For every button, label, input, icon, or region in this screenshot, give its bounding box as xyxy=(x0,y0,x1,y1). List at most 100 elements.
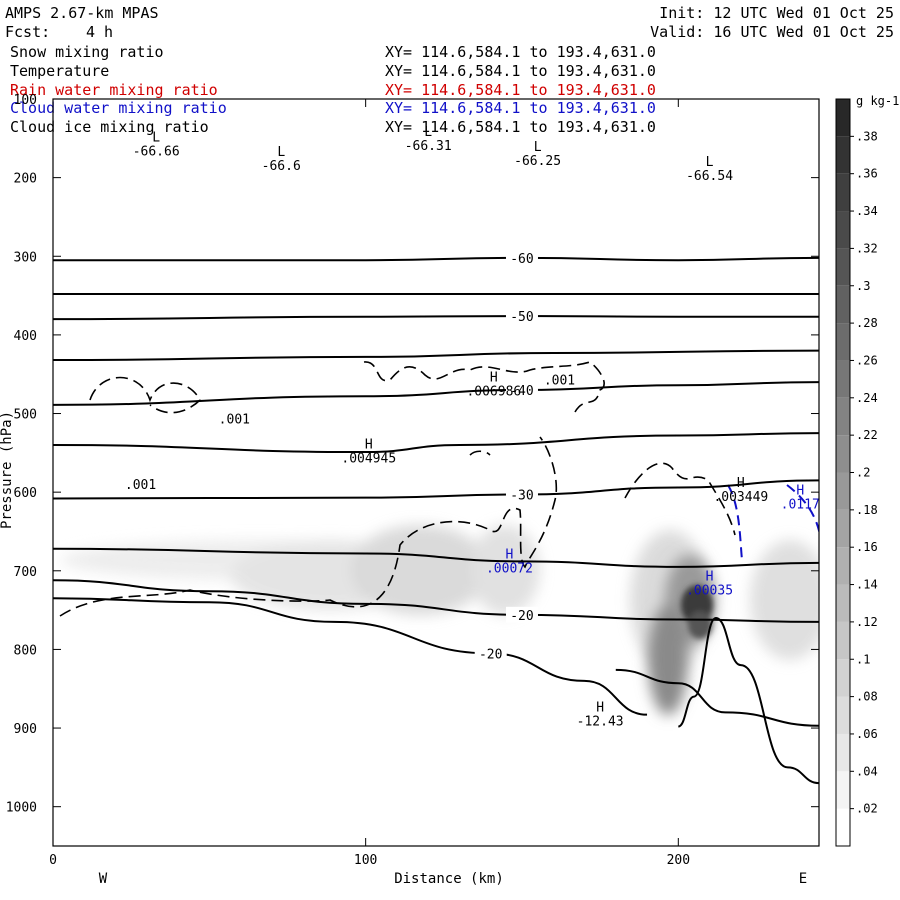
colorbar-tick-label: .24 xyxy=(856,391,878,405)
colorbar-tick-label: .3 xyxy=(856,279,870,293)
temperature-contour xyxy=(53,432,819,454)
extremum-marker: L xyxy=(424,125,432,140)
colorbar-tick-label: .12 xyxy=(856,615,878,629)
shade-blob xyxy=(470,525,540,615)
colorbar-tick-label: .32 xyxy=(856,241,878,255)
extremum-marker: L xyxy=(277,145,285,160)
shade-blob xyxy=(648,605,688,715)
temperature-contour xyxy=(53,349,819,362)
extremum-value: -12.43 xyxy=(577,715,624,730)
colorbar-segment xyxy=(836,547,850,585)
annotations: L-66.66 L-66.6L-66.31 L-66.25 L-66.54H.0069… xyxy=(125,125,820,730)
y-tick-label: 100 xyxy=(14,93,37,108)
ice-contour-label: .001 xyxy=(125,478,156,493)
east-label: E xyxy=(799,871,807,887)
extremum-marker: H xyxy=(737,476,745,491)
colorbar-segment xyxy=(836,584,850,622)
y-tick-label: 600 xyxy=(14,486,37,501)
extremum-marker: H xyxy=(796,484,804,499)
extremum-marker: L xyxy=(152,131,160,146)
layer-name-rain: Rain water mixing ratio xyxy=(10,81,218,99)
contour-label: -20 xyxy=(510,609,533,624)
colorbar-tick-label: .2 xyxy=(856,466,870,480)
colorbar-tick-label: .16 xyxy=(856,540,878,554)
extremum-value: -66.54 xyxy=(686,169,733,184)
contour-label-bg xyxy=(505,308,538,325)
colorbar-segment xyxy=(836,323,850,361)
colorbar-segment xyxy=(836,621,850,660)
colorbar-segment xyxy=(836,435,850,473)
layer-name-snow: Snow mixing ratio xyxy=(10,43,164,61)
colorbar-tick-label: .36 xyxy=(856,167,878,181)
colorbar-segment xyxy=(836,808,850,846)
y-tick-label: 500 xyxy=(14,408,37,423)
contour-label: -30 xyxy=(510,489,533,504)
temperature-contours: -60 -50 -40 -30 -20 -20 xyxy=(53,249,819,785)
colorbar-segment xyxy=(836,99,850,137)
extremum-value: -66.31 xyxy=(405,139,452,154)
colorbar-tick-label: .14 xyxy=(856,578,878,592)
colorbar-tick-label: .06 xyxy=(856,727,878,741)
ice-contour-label: .001 xyxy=(219,413,250,428)
colorbar-segment xyxy=(836,285,850,324)
extremum-value: .0117 xyxy=(781,498,820,513)
contour-label: -40 xyxy=(510,384,533,399)
extremum-marker: H xyxy=(490,370,498,385)
y-tick-label: 900 xyxy=(14,722,37,737)
y-tick-label: 1000 xyxy=(6,801,37,816)
ice-contour xyxy=(59,436,558,617)
y-axis-label: Pressure (hPa) xyxy=(0,411,15,529)
colorbar: .02 .04 .06 .08 .1 .12 .14 .16 .18 .2 .22 .24 .26 .28… xyxy=(835,94,899,847)
y-tick-label: 700 xyxy=(14,565,37,580)
temperature-contour xyxy=(53,256,819,262)
temperature-contour xyxy=(53,479,819,500)
extremum-value: -66.25 xyxy=(514,154,561,169)
colorbar-segment xyxy=(836,696,850,734)
temperature-contour xyxy=(677,616,819,785)
ice-contour-label: .001 xyxy=(544,373,575,388)
colorbar-segment xyxy=(836,659,850,697)
extremum-value: .006986 xyxy=(466,384,521,399)
x-tick-label: 100 xyxy=(354,853,377,868)
extremum-marker: L xyxy=(706,155,714,170)
colorbar-tick-label: .18 xyxy=(856,503,878,517)
extremum-value: -66.6 xyxy=(262,159,301,174)
extremum-marker: L xyxy=(534,140,542,155)
shade-blob xyxy=(350,525,490,615)
extremum-value: .003449 xyxy=(713,490,768,505)
x-tick-label: 200 xyxy=(667,853,690,868)
colorbar-tick-label: .04 xyxy=(856,764,878,778)
ice-contour xyxy=(624,462,736,536)
snow-shading xyxy=(60,525,819,715)
layer-name-cloud-water: Cloud water mixing ratio xyxy=(10,99,227,117)
contour-label-bg xyxy=(505,606,538,623)
forecast-label: Fcst: xyxy=(5,23,51,41)
valid-time: Valid: 16 UTC Wed 01 Oct 25 xyxy=(650,23,894,41)
colorbar-segment xyxy=(836,472,850,510)
shade-blob xyxy=(688,611,712,639)
colorbar-segment xyxy=(836,211,850,249)
colorbar-tick-label: .26 xyxy=(856,353,878,367)
axes: 100 200 300 400 500 600 700 800 900 1000 0 100 200 xyxy=(6,93,819,868)
layer-xy-cloud-water: XY= 114.6,584.1 to 193.4,631.0 xyxy=(385,99,656,117)
contour-label-bg xyxy=(474,645,507,662)
water-contour xyxy=(727,484,743,561)
temperature-contour xyxy=(53,315,819,321)
contour-label-bg xyxy=(505,486,538,503)
colorbar-segment xyxy=(836,733,850,772)
init-time: Init: 12 UTC Wed 01 Oct 25 xyxy=(659,4,894,22)
colorbar-tick-label: .22 xyxy=(856,428,878,442)
y-tick-label: 200 xyxy=(14,172,37,187)
temperature-contour xyxy=(53,381,819,406)
layer-xy-snow: XY= 114.6,584.1 to 193.4,631.0 xyxy=(385,43,656,61)
ice-contour xyxy=(89,376,201,414)
y-tick-label: 400 xyxy=(14,329,37,344)
colorbar-segment xyxy=(836,136,850,174)
extremum-marker: H xyxy=(706,569,714,584)
contour-label-bg xyxy=(505,381,538,398)
contour-label-bg xyxy=(505,249,538,266)
layer-xy-temperature: XY= 114.6,584.1 to 193.4,631.0 xyxy=(385,62,656,80)
colorbar-tick-label: .1 xyxy=(856,652,870,666)
temperature-contour xyxy=(53,547,819,568)
